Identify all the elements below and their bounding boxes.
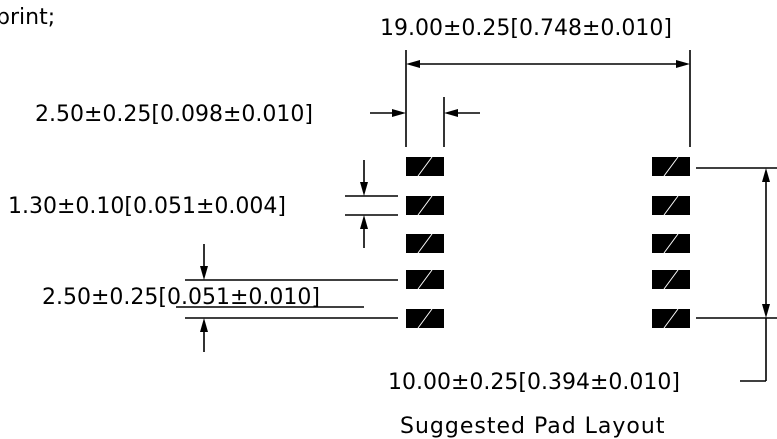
- arrow-down-icon: [762, 304, 770, 318]
- row-span-label: 10.00±0.25[0.394±0.010]: [388, 370, 680, 395]
- pad-pitch-label: 2.50±0.25[0.051±0.010]: [42, 285, 320, 310]
- drawing-title: Suggested Pad Layout: [400, 414, 665, 439]
- pad: [652, 156, 690, 177]
- pad-height-label: 1.30±0.10[0.051±0.004]: [8, 194, 286, 219]
- pad: [406, 156, 444, 177]
- arrow-down-icon: [360, 182, 368, 196]
- pad: [406, 269, 444, 290]
- pad: [652, 269, 690, 290]
- arrow-up-icon: [200, 318, 208, 332]
- header-fragment-text: print;: [0, 5, 55, 30]
- pad-width-label: 2.50±0.25[0.098±0.010]: [35, 102, 313, 127]
- pad: [652, 195, 690, 216]
- arrow-up-icon: [360, 215, 368, 229]
- pad-height-dimension: 1.30±0.10[0.051±0.004]: [8, 160, 398, 248]
- arrow-left-icon: [444, 109, 458, 117]
- pad-width-dimension: 2.50±0.25[0.098±0.010]: [35, 97, 480, 147]
- pad: [406, 233, 444, 254]
- left-pad-column: [406, 156, 444, 329]
- arrow-down-icon: [200, 266, 208, 280]
- arrow-up-icon: [762, 168, 770, 182]
- arrow-right-icon: [392, 109, 406, 117]
- pad: [652, 233, 690, 254]
- row-span-dimension: 10.00±0.25[0.394±0.010]: [388, 167, 777, 395]
- arrow-right-icon: [676, 60, 690, 68]
- arrow-left-icon: [406, 60, 420, 68]
- pad: [406, 308, 444, 329]
- overall-pitch-label: 19.00±0.25[0.748±0.010]: [380, 16, 672, 41]
- pad: [652, 308, 690, 329]
- pad: [406, 195, 444, 216]
- pad-pitch-dimension: 2.50±0.25[0.051±0.010]: [42, 244, 398, 352]
- overall-pitch-dimension: 19.00±0.25[0.748±0.010]: [380, 16, 691, 147]
- right-pad-column: [652, 156, 690, 329]
